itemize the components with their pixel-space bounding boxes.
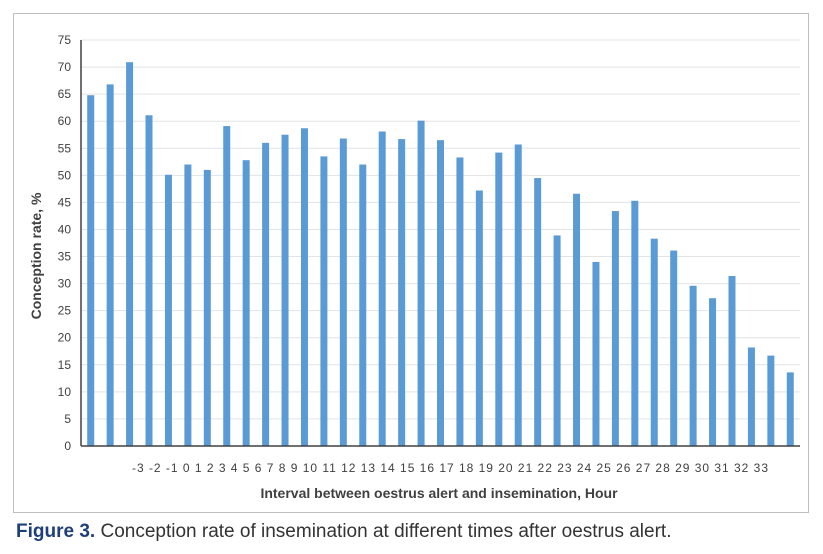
figure-caption-text: Conception rate of insemination at diffe…: [95, 521, 672, 542]
bar-13: [339, 138, 347, 446]
bar-11: [300, 128, 308, 446]
bar-36: [786, 372, 794, 446]
bar-24: [553, 235, 561, 446]
bar-34: [747, 347, 755, 446]
bar-17: [417, 120, 425, 446]
y-tick-label-65: 65: [58, 87, 72, 101]
bar-22: [514, 144, 522, 447]
bar-0: [87, 95, 95, 446]
y-tick-label-0: 0: [64, 439, 71, 453]
y-tick-label-55: 55: [58, 141, 72, 155]
figure-caption: Figure 3. Conception rate of inseminatio…: [16, 521, 671, 543]
y-axis-label: Conception rate, %: [28, 192, 44, 319]
bar-9: [262, 142, 270, 446]
bar-15: [378, 131, 386, 446]
bar-28: [631, 200, 639, 446]
y-tick-label-45: 45: [58, 195, 72, 209]
bar-6: [203, 169, 211, 447]
bar-3: [145, 115, 153, 446]
bar-33: [728, 276, 736, 446]
y-tick-label-75: 75: [58, 33, 72, 47]
bar-31: [689, 285, 697, 446]
bar-1: [106, 84, 114, 446]
y-tick-label-30: 30: [58, 277, 72, 291]
bar-7: [223, 126, 231, 446]
bar-14: [359, 164, 367, 446]
bar-5: [184, 164, 192, 446]
bar-30: [670, 250, 678, 446]
chart-frame: 0 5 10 15 20 25 30 35 40 45 50 55 60 65 70 75 -3 -2 -1 …: [13, 13, 809, 513]
bar-18: [437, 140, 444, 446]
y-tick-label-5: 5: [64, 412, 71, 426]
bar-16: [398, 139, 406, 446]
bar-26: [592, 261, 600, 446]
bar-8: [242, 160, 250, 446]
bar-10: [281, 134, 289, 446]
x-axis-label: Interval between oestrus alert and insem…: [260, 485, 618, 501]
y-tick-label-20: 20: [58, 331, 72, 345]
bar-chart: 0 5 10 15 20 25 30 35 40 45 50 55 60 65 70 75 -3 -2 -1 …: [28, 33, 800, 501]
bar-35: [767, 355, 775, 446]
bar-20: [475, 190, 483, 446]
bar-23: [534, 178, 542, 447]
bar-21: [495, 152, 503, 446]
y-tick-label-35: 35: [58, 250, 72, 264]
bar-12: [320, 156, 328, 446]
y-tick-label-70: 70: [58, 60, 72, 74]
y-tick-label-40: 40: [58, 222, 72, 236]
y-tick-label-50: 50: [58, 168, 72, 182]
y-tick-label-15: 15: [58, 358, 72, 372]
y-tick-label-25: 25: [58, 304, 72, 318]
bars: [87, 62, 794, 447]
bar-4: [164, 174, 172, 447]
bar-32: [709, 298, 717, 446]
y-tick-label-60: 60: [58, 114, 72, 128]
y-tick-label-10: 10: [58, 385, 72, 399]
bar-27: [611, 211, 619, 446]
x-tick-labels: -3 -2 -1 0 1 2 3 4 5 6 7 8 9 10 11 12 13…: [132, 461, 768, 475]
bar-19: [456, 157, 464, 446]
axes: 0 5 10 15 20 25 30 35 40 45 50 55 60 65 70 75: [58, 33, 800, 453]
bar-29: [650, 238, 658, 446]
bar-2: [126, 62, 134, 446]
figure-caption-label: Figure 3.: [16, 521, 96, 542]
bar-25: [573, 193, 581, 446]
